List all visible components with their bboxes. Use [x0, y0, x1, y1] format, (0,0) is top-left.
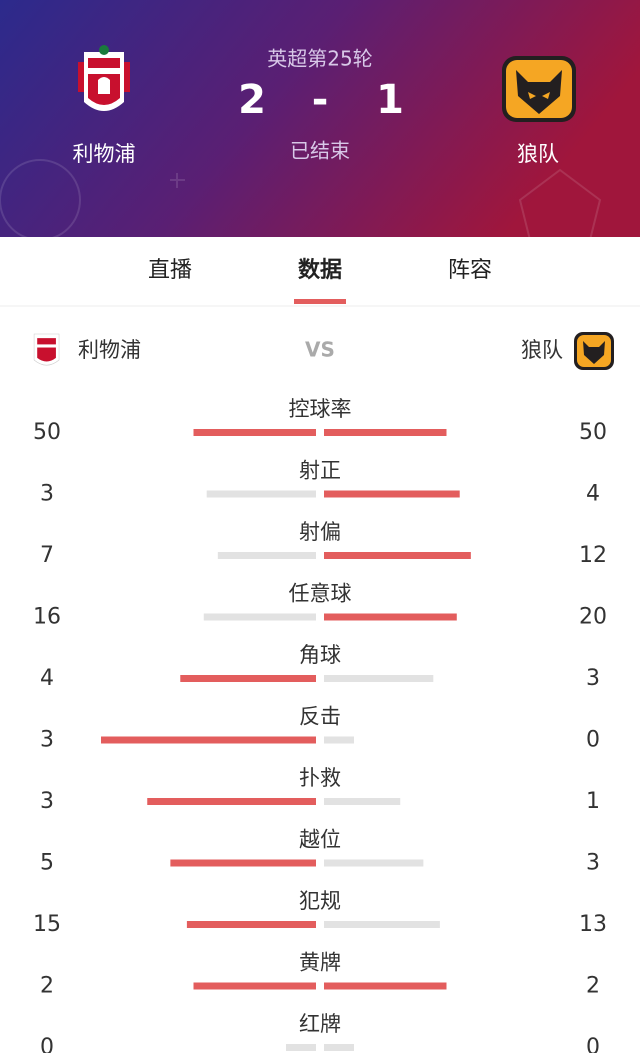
away-bar: [324, 429, 447, 436]
home-bar: [203, 613, 316, 621]
away-value: 4: [586, 482, 600, 507]
away-bar: [324, 613, 457, 621]
stat-label: 任意球: [289, 582, 352, 606]
away-bar: [324, 552, 471, 559]
header-decor: [0, 159, 602, 241]
tab-indicator: [294, 299, 346, 304]
away-value: 3: [586, 666, 600, 691]
home-score: 2: [238, 77, 266, 123]
stat-label: 黄牌: [299, 951, 341, 975]
away-bar: [324, 1044, 354, 1051]
home-value: 3: [40, 482, 54, 507]
stat-label: 射偏: [299, 520, 341, 544]
away-value: 20: [579, 605, 607, 630]
home-value: 50: [33, 420, 61, 445]
away-bar: [324, 921, 440, 928]
home-value: 0: [40, 1035, 54, 1053]
home-value: 4: [40, 666, 54, 691]
compare-home-name: 利物浦: [78, 338, 141, 362]
round: 英超第25轮: [267, 47, 372, 71]
home-name[interactable]: 利物浦: [73, 142, 136, 166]
home-bar: [217, 552, 316, 559]
away-score: 1: [376, 77, 404, 123]
home-bar: [147, 798, 316, 805]
away-value: 0: [586, 1035, 600, 1053]
home-bar: [286, 1044, 316, 1051]
home-value: 2: [40, 974, 54, 999]
away-logo: [502, 56, 576, 122]
home-bar: [186, 921, 316, 928]
tab[interactable]: 数据: [298, 257, 342, 283]
away-value: 13: [579, 912, 607, 937]
away-bar: [324, 859, 424, 867]
away-value: 50: [579, 420, 607, 445]
home-logo: [78, 45, 130, 111]
home-bar: [206, 490, 316, 498]
tabs: 直播 数据 阵容: [148, 257, 492, 304]
status: 已结束: [290, 139, 350, 163]
away-bar: [324, 736, 354, 744]
home-value: 5: [40, 851, 54, 876]
away-bar: [324, 982, 447, 990]
home-bar: [193, 429, 316, 436]
away-value: 1: [586, 789, 600, 814]
compare-away-logo: [574, 332, 614, 370]
home-bar: [101, 736, 316, 744]
stat-label: 越位: [299, 828, 341, 852]
away-value: 0: [586, 728, 600, 753]
home-value: 7: [40, 543, 54, 568]
compare-home-logo: [33, 333, 60, 366]
away-name[interactable]: 狼队: [517, 142, 559, 166]
away-bar: [324, 798, 401, 805]
home-value: 3: [40, 789, 54, 814]
home-value: 3: [40, 728, 54, 753]
stat-label: 角球: [299, 643, 341, 667]
away-bar: [324, 675, 434, 682]
away-bar: [324, 490, 460, 498]
home-bar: [180, 675, 316, 682]
stat-label: 红牌: [299, 1012, 341, 1036]
home-bar: [193, 982, 316, 990]
stat-label: 犯规: [299, 889, 341, 913]
tab[interactable]: 直播: [148, 258, 192, 283]
home-value: 16: [33, 605, 61, 630]
stat-label: 扑救: [299, 766, 341, 790]
vs: VS: [305, 338, 335, 362]
away-value: 3: [586, 851, 600, 876]
home-bar: [170, 859, 316, 867]
stat-label: 反击: [299, 705, 341, 729]
away-value: 12: [579, 543, 607, 568]
tab[interactable]: 阵容: [448, 258, 492, 283]
compare-away-name: 狼队: [521, 338, 563, 362]
stat-label: 射正: [299, 459, 341, 483]
stat-label: 控球率: [289, 397, 352, 421]
away-value: 2: [586, 974, 600, 999]
score-separator: -: [312, 77, 329, 123]
home-value: 15: [33, 912, 61, 937]
